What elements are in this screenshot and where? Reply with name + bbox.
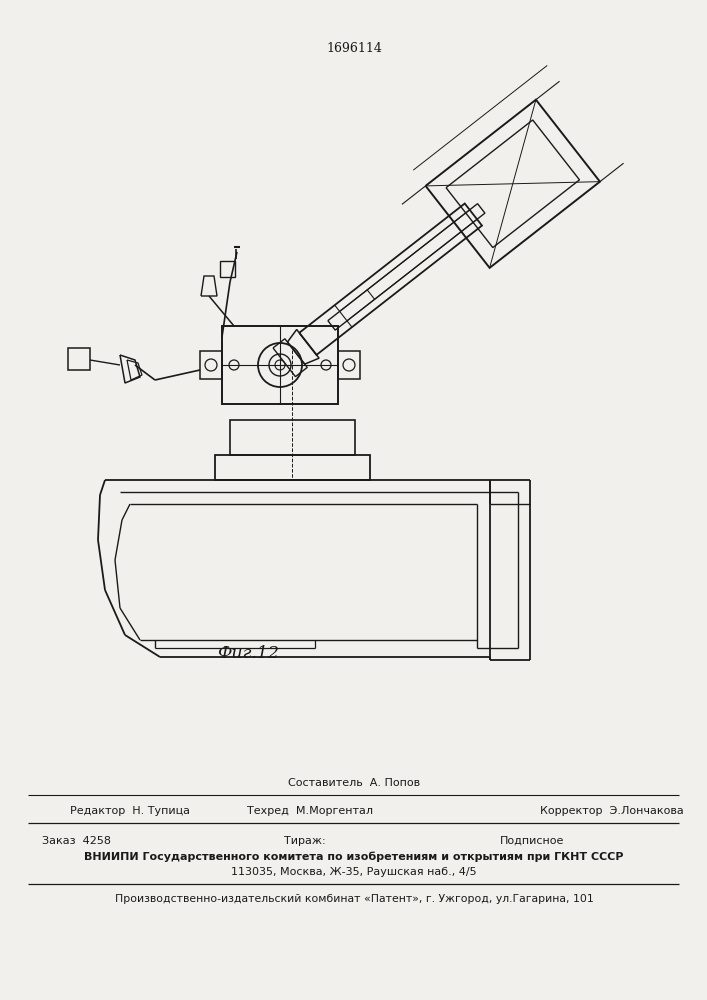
Text: Корректор  Э.Лончакова: Корректор Э.Лончакова <box>540 806 684 816</box>
Bar <box>220 261 235 277</box>
Text: 1696114: 1696114 <box>326 41 382 54</box>
Text: Заказ  4258: Заказ 4258 <box>42 836 111 846</box>
Text: Фиг.12: Фиг.12 <box>217 645 279 662</box>
Bar <box>200 351 222 379</box>
Text: Составитель  А. Попов: Составитель А. Попов <box>288 778 420 788</box>
Bar <box>215 455 370 480</box>
Bar <box>230 420 355 455</box>
Text: Подписное: Подписное <box>500 836 564 846</box>
Text: Тираж:: Тираж: <box>284 836 326 846</box>
Bar <box>222 326 338 404</box>
Text: ВНИИПИ Государственного комитета по изобретениям и открытиям при ГКНТ СССР: ВНИИПИ Государственного комитета по изоб… <box>84 852 624 862</box>
Bar <box>68 348 90 370</box>
Text: 113035, Москва, Ж-35, Раушская наб., 4/5: 113035, Москва, Ж-35, Раушская наб., 4/5 <box>231 867 477 877</box>
Bar <box>338 351 360 379</box>
Text: Техред  М.Моргентал: Техред М.Моргентал <box>247 806 373 816</box>
Text: Редактор  Н. Тупица: Редактор Н. Тупица <box>70 806 190 816</box>
Text: Производственно-издательский комбинат «Патент», г. Ужгород, ул.Гагарина, 101: Производственно-издательский комбинат «П… <box>115 894 593 904</box>
